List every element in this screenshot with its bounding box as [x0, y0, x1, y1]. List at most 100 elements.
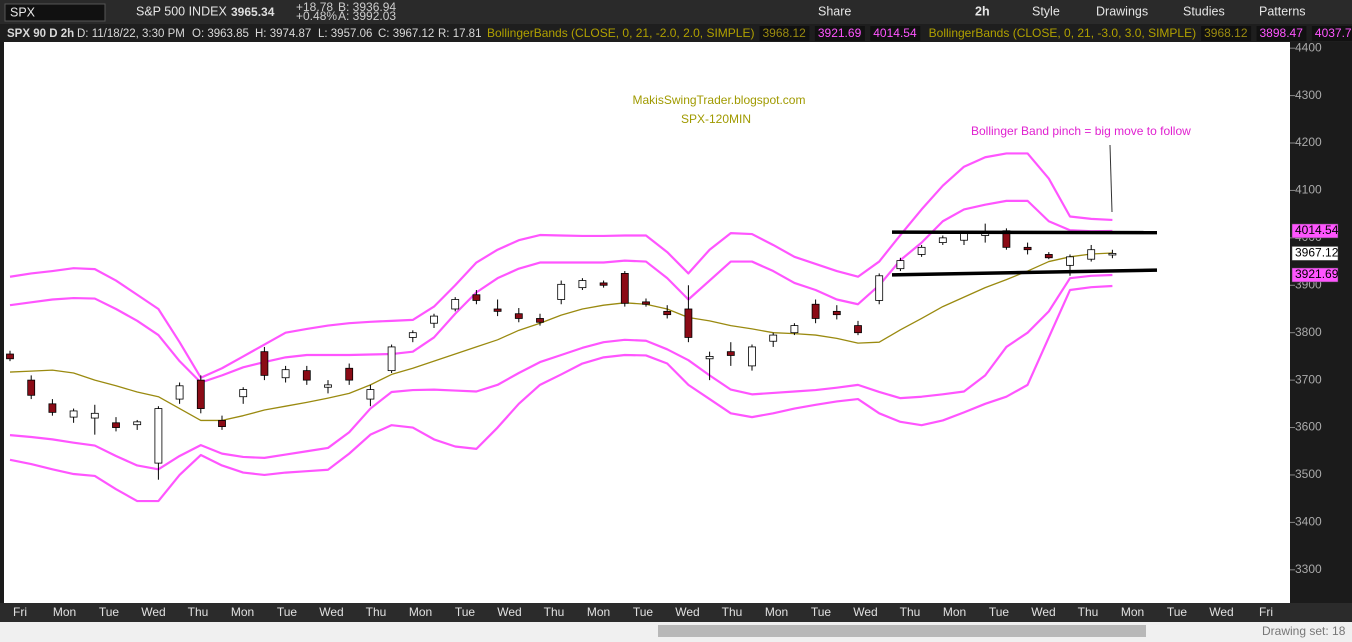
study-label: BollingerBands (CLOSE, 0, 21, -2.0, 2.0,… — [487, 26, 754, 40]
candle-body — [387, 346, 396, 372]
change-pct: +0.48% — [296, 9, 337, 23]
x-tick-label: Tue — [277, 605, 298, 619]
price-bubble-label: 3967.12 — [1295, 246, 1339, 260]
study-readout: 3968.12 — [762, 26, 806, 40]
y-tick-label: 4400 — [1295, 40, 1322, 54]
open: O: 3963.85 — [192, 28, 249, 40]
candle-body — [27, 379, 36, 396]
price-bubble — [1291, 267, 1339, 283]
last-price: 3965.34 — [231, 5, 275, 19]
candle-body — [1108, 253, 1117, 256]
candle-body — [642, 301, 650, 305]
description: S&P 500 INDEX — [136, 4, 227, 18]
candle-body — [832, 310, 841, 316]
chart-symbol: SPX 90 D 2h — [7, 28, 74, 40]
x-tick-label: Mon — [231, 605, 254, 619]
readout-box — [1311, 26, 1352, 41]
candle-body — [451, 299, 460, 310]
x-tick-label: Tue — [633, 605, 654, 619]
x-tick-label: Fri — [13, 605, 27, 619]
candle-body — [239, 389, 248, 398]
candle-body — [1066, 256, 1074, 266]
high: H: 3974.87 — [255, 28, 311, 40]
readout-box — [759, 26, 810, 41]
y-tick-label: 4200 — [1295, 135, 1322, 149]
study-readout: 3921.69 — [818, 26, 862, 40]
readout-box — [1201, 26, 1252, 41]
studies-button[interactable]: Studies — [1183, 4, 1225, 18]
candle-body — [218, 420, 226, 427]
candle-body — [281, 369, 290, 379]
candle-body — [6, 353, 14, 360]
y-tick-label: 3300 — [1295, 562, 1322, 576]
x-tick-label: Tue — [989, 605, 1010, 619]
candle-body — [493, 308, 502, 312]
style-button[interactable]: Style — [1032, 4, 1060, 18]
candle-body — [938, 237, 947, 243]
candle-body — [366, 389, 375, 400]
study-readout: 4037.76 — [1315, 26, 1352, 40]
price-bubble — [1291, 246, 1339, 261]
readout-box — [814, 26, 865, 41]
y-tick-label: 3800 — [1295, 325, 1322, 339]
share-button[interactable]: Share — [818, 4, 851, 18]
candle-body — [48, 403, 57, 413]
candle-body — [726, 351, 735, 356]
candle-body — [896, 260, 905, 270]
study-label: BollingerBands (CLOSE, 0, 21, -3.0, 3.0,… — [929, 26, 1196, 40]
candle-body — [748, 346, 756, 367]
readout-box — [870, 26, 921, 41]
price-bubble-label: 4014.54 — [1295, 223, 1339, 237]
candle-body — [875, 275, 884, 301]
symbol-box[interactable] — [4, 3, 106, 22]
timeframe-button[interactable]: 2h — [975, 4, 990, 18]
x-tick-label: Fri — [1259, 605, 1273, 619]
x-tick-label: Mon — [943, 605, 966, 619]
candle-body — [175, 385, 184, 400]
readout-box — [1256, 26, 1307, 41]
x-tick-label: Wed — [319, 605, 343, 619]
band-line — [9, 284, 1113, 503]
y-tick-label: 4100 — [1295, 183, 1322, 197]
band-line — [9, 252, 1113, 422]
x-tick-label: Thu — [900, 605, 921, 619]
x-tick-label: Wed — [1031, 605, 1055, 619]
scroll-thumb[interactable] — [658, 625, 1146, 637]
x-tick-label: Thu — [1078, 605, 1099, 619]
band-line — [9, 152, 1113, 379]
x-tick-label: Tue — [455, 605, 476, 619]
price-bubble — [1291, 223, 1339, 239]
candle-body — [1044, 254, 1053, 259]
candle-body — [578, 280, 587, 289]
candle-body — [69, 410, 78, 418]
patterns-button[interactable]: Patterns — [1259, 4, 1306, 18]
x-tick-label: Wed — [675, 605, 699, 619]
x-tick-label: Mon — [409, 605, 432, 619]
candle-body — [133, 421, 142, 426]
x-tick-label: Wed — [853, 605, 877, 619]
price-bubble-label: 3921.69 — [1295, 267, 1339, 281]
x-tick-label: Tue — [811, 605, 832, 619]
study-readout: 3968.12 — [1204, 26, 1248, 40]
candle-body — [917, 246, 926, 255]
x-tick-label: Mon — [1121, 605, 1144, 619]
candle-body — [514, 313, 523, 319]
candle-body — [430, 315, 438, 324]
drawings-button[interactable]: Drawings — [1096, 4, 1148, 18]
x-tick-label: Thu — [544, 605, 565, 619]
y-tick-label: 4300 — [1295, 88, 1322, 102]
candle-body — [408, 332, 417, 338]
x-tick-label: Mon — [765, 605, 788, 619]
x-tick-label: Mon — [53, 605, 76, 619]
x-tick-label: Wed — [1209, 605, 1233, 619]
status: Drawing set: 18 — [1262, 624, 1346, 638]
candle-body — [112, 422, 120, 428]
candle-body — [705, 356, 714, 360]
candle-body — [472, 294, 481, 301]
close: C: 3967.12 — [378, 28, 434, 40]
candle-body — [345, 367, 354, 381]
x-axis-strip — [0, 603, 1352, 622]
candle-body — [790, 325, 799, 334]
candle-body — [154, 408, 163, 464]
